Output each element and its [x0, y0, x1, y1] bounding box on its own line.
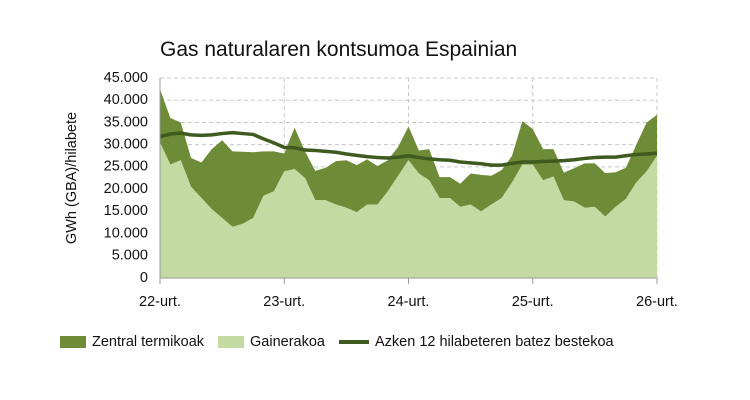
y-tick-label: 15.000 [104, 203, 148, 219]
x-tick-label: 26-urt. [636, 294, 678, 310]
x-tick-label: 23-urt. [263, 294, 305, 310]
y-tick-label: 30.000 [104, 136, 148, 152]
y-tick-label: 25.000 [104, 159, 148, 175]
y-tick-label: 40.000 [104, 92, 148, 108]
area-layer [160, 89, 657, 278]
legend-label-gainerakoa: Gainerakoa [250, 334, 325, 350]
y-tick-label: 45.000 [104, 70, 148, 86]
area-zentral-termikoak [160, 89, 657, 227]
chart-title: Gas naturalaren kontsumoa Espainian [160, 38, 518, 61]
y-tick-label: 0 [140, 270, 148, 286]
line-layer [159, 130, 658, 167]
x-tick-label: 22-urt. [139, 294, 181, 310]
legend-swatch-zentral [60, 336, 86, 348]
y-tick-label: 10.000 [104, 225, 148, 241]
y-tick-label: 5.000 [112, 248, 148, 264]
legend-swatch-average [338, 340, 369, 344]
x-tick-label: 24-urt. [388, 294, 430, 310]
legend-label-zentral: Zentral termikoak [92, 334, 205, 350]
y-axis-label: GWh (GBA)/hilabete [64, 112, 80, 244]
legend: Zentral termikoak Gainerakoa Azken 12 hi… [60, 330, 740, 354]
x-tick-label: 25-urt. [512, 294, 554, 310]
axis-layer: 0 5.000 10.000 15.000 20.000 25.000 30.000 35.0… [104, 70, 678, 310]
y-tick-label: 35.000 [104, 114, 148, 130]
legend-item-average: Azken 12 hilabeteren batez bestekoa [338, 334, 614, 350]
legend-swatch-gainerakoa [218, 336, 245, 348]
legend-label-average: Azken 12 hilabeteren batez bestekoa [374, 334, 614, 350]
line-average-12-months [159, 130, 658, 167]
legend-item-gainerakoa: Gainerakoa [218, 334, 325, 350]
legend-item-zentral: Zentral termikoak [60, 334, 204, 350]
y-tick-label: 20.000 [104, 181, 148, 197]
area-gainerakoa [160, 142, 657, 278]
